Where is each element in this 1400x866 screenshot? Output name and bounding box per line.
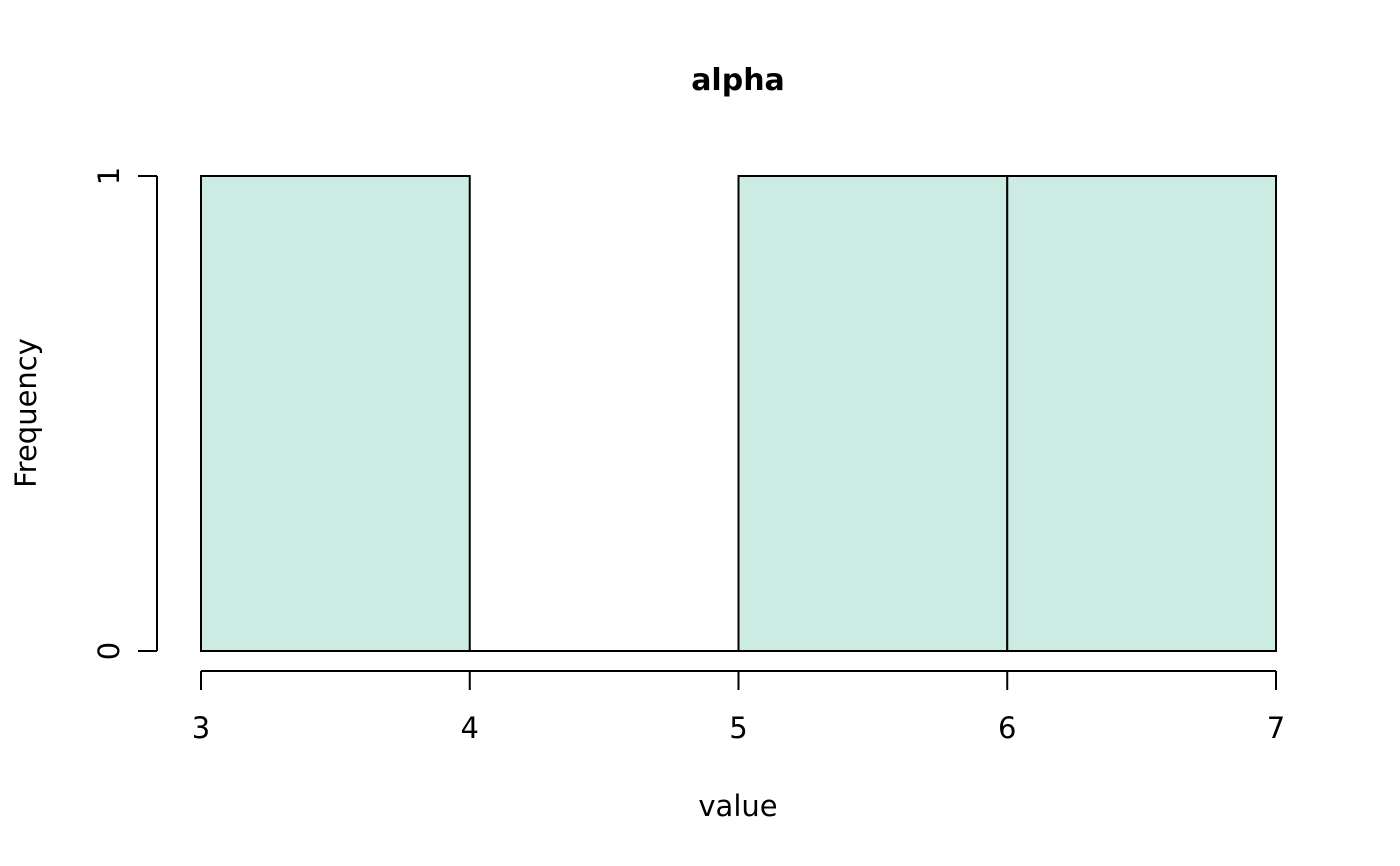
x-tick-label-2: 5 [729,711,747,745]
bars-group [200,175,1277,652]
x-tick-label-4: 7 [1267,711,1285,745]
bar-2 [737,175,1009,652]
y-tick-label-1: 1 [92,167,126,185]
x-tick-label-1: 4 [461,711,479,745]
x-axis: 3 4 5 6 7 [192,670,1285,745]
y-axis-label: Frequency [9,338,43,488]
x-axis-label: value [698,789,777,823]
bar-3 [1006,175,1277,652]
y-axis: 01 [92,167,158,660]
chart-title: alpha [691,63,785,98]
y-tick-label-0: 0 [92,642,126,660]
bar-0 [200,175,471,652]
x-tick-label-0: 3 [192,711,210,745]
x-tick-label-3: 6 [998,711,1016,745]
